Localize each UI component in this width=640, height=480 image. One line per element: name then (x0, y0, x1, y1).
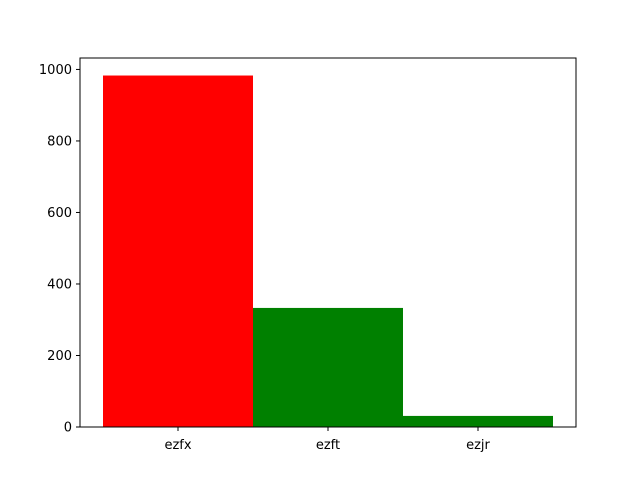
x-tick-label-ezjr: ezjr (466, 438, 490, 453)
bar-ezjr (403, 415, 553, 427)
y-tick-label-800: 800 (47, 134, 72, 149)
bars-group (103, 75, 553, 427)
y-tick-label-200: 200 (47, 349, 72, 364)
bar-ezft (253, 307, 403, 427)
x-axis: ezfx ezft ezjr (164, 427, 491, 453)
y-tick-label-600: 600 (47, 206, 72, 221)
y-axis: 0 200 400 600 800 1000 (39, 63, 80, 436)
bar-ezfx (103, 75, 253, 427)
y-tick-label-0: 0 (64, 421, 72, 436)
x-tick-label-ezfx: ezfx (164, 438, 191, 453)
y-tick-label-400: 400 (47, 277, 72, 292)
x-tick-label-ezft: ezft (316, 438, 340, 453)
y-tick-label-1000: 1000 (39, 63, 72, 78)
